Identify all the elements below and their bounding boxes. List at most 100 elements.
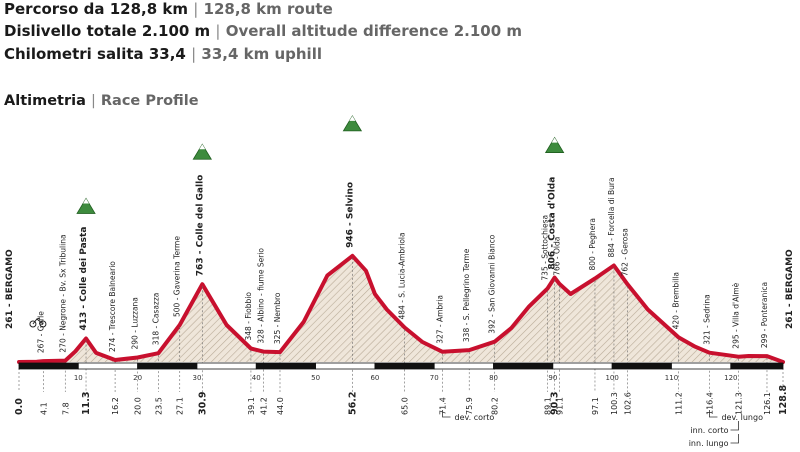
km-scale-tick: 80 [489, 374, 498, 382]
km-label: 116.4 [705, 392, 714, 415]
km-scale-tick: 100 [605, 374, 618, 382]
note-arrow-icon [730, 434, 739, 444]
km-scale-tick: 50 [311, 374, 320, 382]
summit-icon [342, 115, 363, 132]
summit-icon [76, 197, 96, 214]
km-scale-segment [137, 362, 198, 370]
km-label: 111.2 [675, 392, 684, 415]
place-label: 321 - Sedrina [702, 294, 711, 344]
place-label: 946 - Selvino [345, 182, 355, 248]
km-label: 30.9 [197, 392, 208, 415]
km-label: 97.1 [591, 397, 600, 415]
km-scale-segment [730, 362, 784, 370]
separator: | [191, 45, 197, 63]
route-note: dev. lungo [721, 413, 763, 422]
route-length-en: 128,8 km route [203, 0, 333, 18]
place-label: 392 - San Giovanni Bianco [488, 234, 497, 333]
bike-icon [32, 317, 44, 325]
summit-icon [544, 136, 565, 153]
place-label: 338 - S. Pellegrino Terme [462, 248, 471, 342]
place-label: 800 - Peghera [588, 218, 597, 270]
note-arrow-icon [709, 410, 718, 418]
km-scale-segment [315, 362, 376, 370]
route-length-it: Percorso da 128,8 km [4, 0, 188, 18]
place-label: 261 - BERGAMO [5, 249, 15, 329]
km-scale-segment [493, 362, 554, 370]
km-scale-segment [18, 362, 79, 370]
place-label: 299 - Ponteranica [760, 282, 769, 348]
km-label: 75.9 [465, 397, 474, 415]
place-label: 261 - BERGAMO [785, 249, 795, 329]
place-label: 500 - Gaverina Terme [173, 236, 182, 317]
profile-title-it: Altimetria [4, 93, 86, 109]
km-label: 41.2 [259, 397, 268, 415]
altitude-difference-it: Dislivello totale 2.100 m [4, 22, 211, 40]
km-scale-segment [552, 362, 613, 370]
place-label: 348 - Fiobbio [244, 292, 253, 341]
uphill-km-it: Chilometri salita 33,4 [4, 45, 186, 63]
place-label: 325 - Nembro [273, 292, 282, 344]
place-label: 484 - S. Lucia-Ambriola [398, 232, 407, 319]
profile-title: Altimetria | Race Profile [4, 93, 199, 109]
km-label: 89.1 [544, 397, 553, 415]
km-scale-tick: 20 [133, 374, 142, 382]
separator: | [215, 22, 221, 40]
route-note: dev. corto [455, 413, 495, 422]
km-label: 20.0 [134, 397, 143, 415]
place-label: 735 - Sottochiesa [541, 215, 550, 281]
place-label: 413 - Colle dei Pasta [79, 227, 89, 331]
km-label: 80.2 [491, 397, 500, 415]
km-label: 71.4 [439, 397, 448, 415]
place-label: 274 - Trescore Balneario [108, 261, 117, 352]
km-scale-segment [374, 362, 435, 370]
route-length: Percorso da 128,8 km | 128,8 km route [4, 0, 333, 18]
place-label: 420 - Brembilla [672, 272, 681, 329]
place-label: 766 - Olda [552, 237, 561, 276]
km-label: 102.6 [624, 392, 633, 415]
summit-snow-icon [83, 198, 90, 204]
summit-snow-icon [349, 115, 356, 121]
place-label: 318 - Casazza [151, 293, 160, 346]
bike-icon [39, 320, 47, 328]
place-label: 290 - Luzzana [131, 297, 140, 349]
profile-title-en: Race Profile [100, 93, 199, 109]
km-label: 121.3 [735, 392, 744, 415]
uphill-km: Chilometri salita 33,4 | 33,4 km uphill [4, 45, 322, 63]
km-scale-tick: 60 [370, 374, 379, 382]
km-label: 90.3 [550, 392, 561, 415]
km-scale-tick: 10 [74, 374, 83, 382]
place-label: 328 - Albino - fiume Serio [256, 248, 265, 344]
summit-snow-icon [551, 137, 558, 143]
km-label: 23.5 [154, 397, 163, 415]
km-label: 16.2 [111, 397, 120, 415]
profile-line [17, 253, 785, 364]
km-label: 91.1 [555, 397, 564, 415]
km-scale-tick: 110 [665, 374, 678, 382]
place-label: 762 - Gerosa [621, 228, 630, 276]
km-label: 0.0 [14, 398, 25, 415]
km-scale-segment [196, 362, 257, 370]
summit-snow-icon [199, 144, 206, 150]
km-label: 7.8 [61, 402, 70, 415]
route-note: inn. corto [690, 426, 728, 435]
km-scale-tick: 120 [724, 374, 737, 382]
km-label: 100.3 [610, 392, 619, 415]
km-label: 128.8 [778, 385, 789, 415]
altitude-difference: Dislivello totale 2.100 m | Overall alti… [4, 22, 522, 40]
place-label: 267 - Gorle [36, 311, 45, 353]
place-label: 884 - Forcella di Bura [607, 177, 616, 257]
separator: | [193, 0, 199, 18]
route-note: inn. lungo [689, 439, 729, 448]
km-scale-tick: 40 [252, 374, 261, 382]
place-label: 763 - Colle del Gallo [195, 175, 205, 277]
km-scale-segment [255, 362, 316, 370]
uphill-km-en: 33,4 km uphill [201, 45, 322, 63]
km-scale-segment [611, 362, 672, 370]
km-label: 126.1 [763, 392, 772, 415]
km-label: 27.1 [176, 397, 185, 415]
summit-icon [192, 143, 212, 160]
note-arrow-icon [730, 421, 739, 431]
km-label: 65.0 [401, 397, 410, 415]
km-scale-segment [433, 362, 494, 370]
